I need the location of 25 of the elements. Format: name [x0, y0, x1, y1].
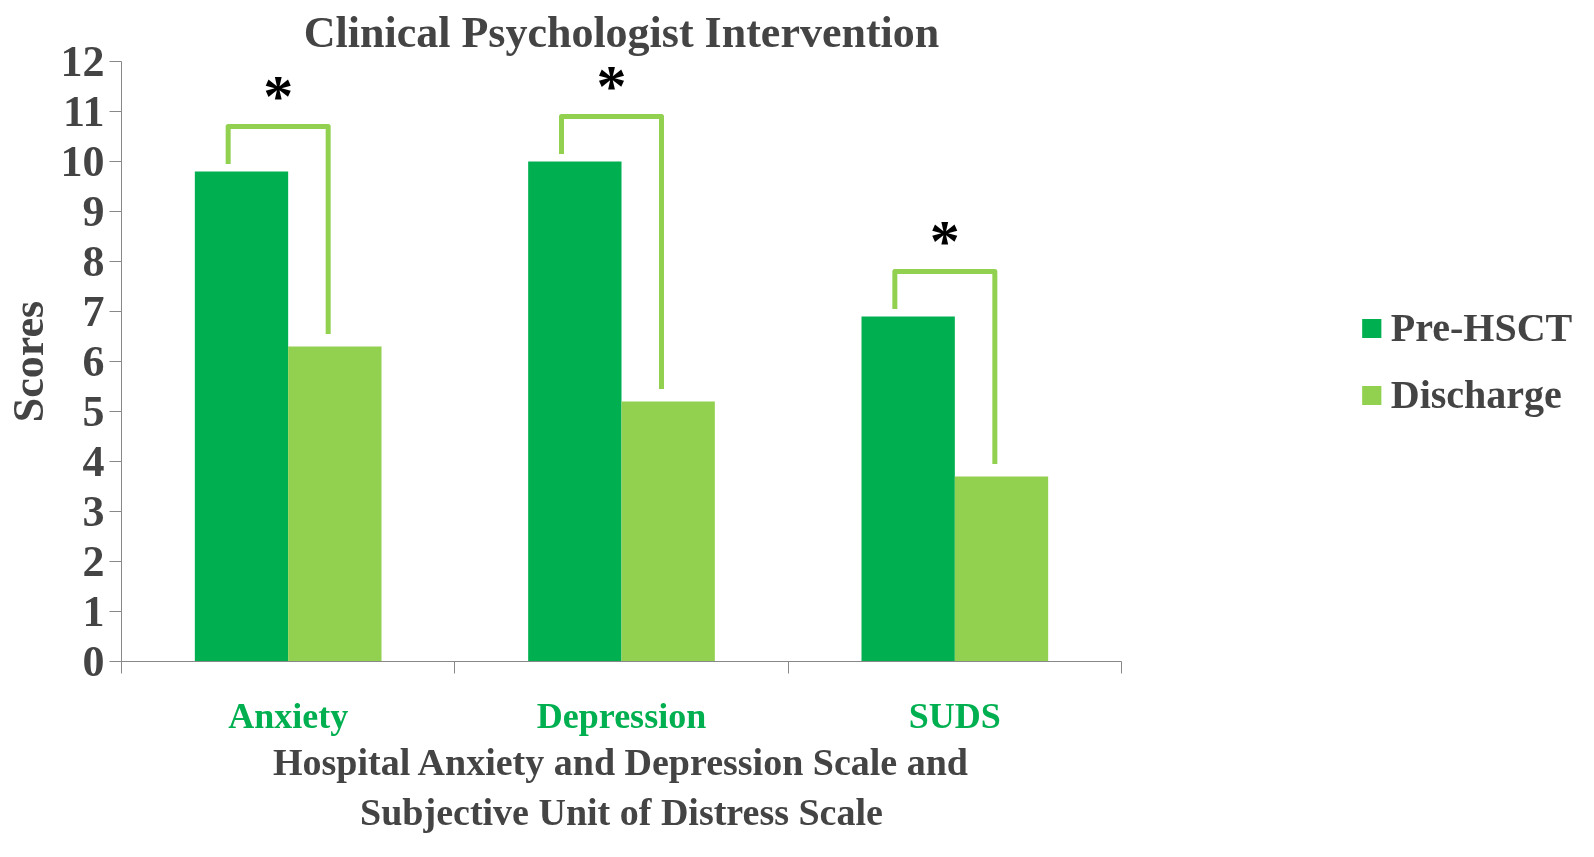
- y-tick-label: 10: [60, 137, 105, 186]
- y-tick-label: 9: [82, 187, 105, 236]
- y-axis-title: Scores: [3, 300, 53, 423]
- y-tick-label: 12: [60, 37, 105, 86]
- x-tick-label: Depression: [536, 695, 707, 736]
- legend-label: Pre-HSCT: [1390, 304, 1573, 351]
- x-axis-title: Hospital Anxiety and Depression Scale and Subjective Unit of Distress Scale: [272, 740, 968, 833]
- y-tick-label: 8: [82, 237, 105, 286]
- y-tick-label: 7: [82, 287, 105, 336]
- x-tick-label: Anxiety: [228, 695, 349, 736]
- bar: [954, 476, 1049, 662]
- bar: [621, 401, 715, 662]
- annotation: *: [263, 63, 294, 129]
- bar: [288, 346, 382, 662]
- y-tick-label: 11: [62, 87, 105, 136]
- y-tick-label: 4: [82, 437, 105, 486]
- legend-label: Discharge: [1390, 371, 1562, 418]
- y-tick-label: 2: [82, 537, 105, 586]
- annotation: *: [929, 208, 960, 274]
- x-tick-label: SUDS: [908, 695, 1001, 736]
- y-tick-label: 3: [82, 487, 105, 536]
- y-tick-label: 5: [82, 387, 105, 436]
- y-tick-label: 1: [82, 587, 105, 636]
- y-tick-label: 0: [82, 637, 105, 686]
- y-tick-label: 6: [82, 337, 105, 386]
